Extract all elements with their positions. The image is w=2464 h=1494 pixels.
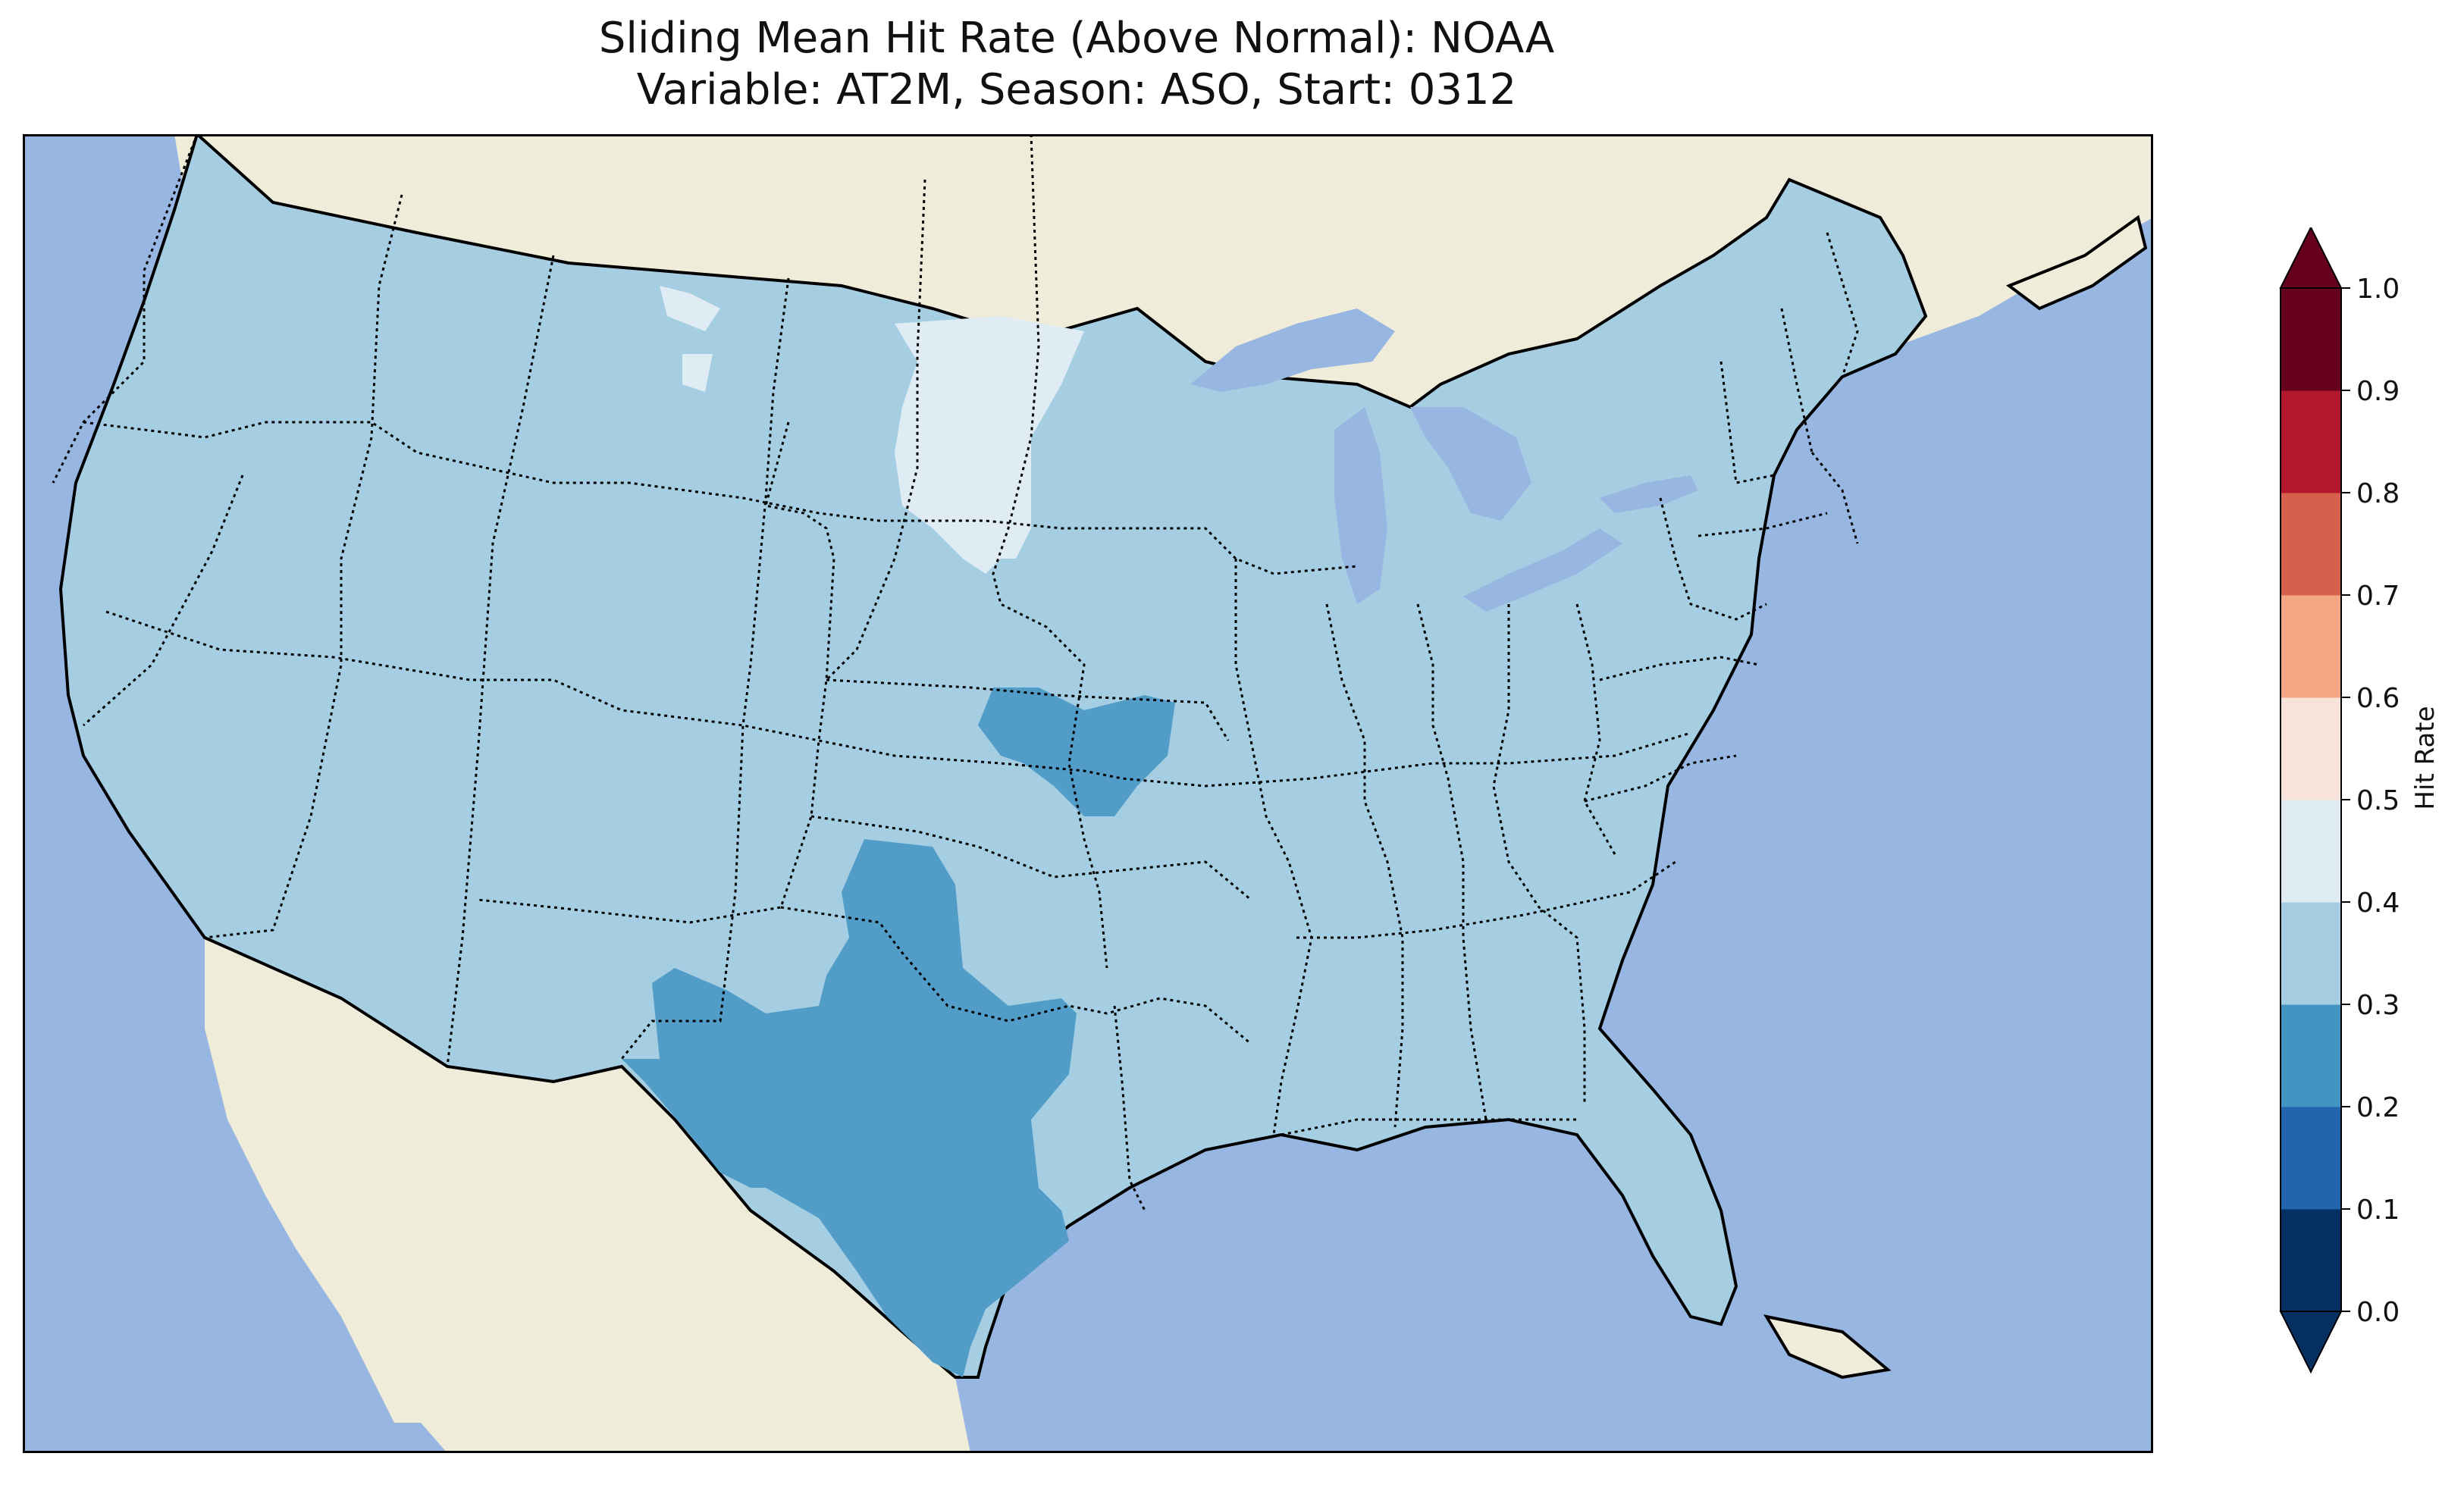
colorbar-tick-label: 0.0 (2356, 1297, 2400, 1328)
lake-michigan (1334, 407, 1387, 604)
colorbar-tick-label: 0.5 (2356, 785, 2400, 816)
hit-rate-region-kansas-missouri (978, 687, 1175, 816)
hit-rate-region-montana-patch-2 (682, 354, 713, 392)
colorbar-ticks: 0.0 0.1 0.2 0.3 0.4 0.5 0.6 0.7 0.8 0.9 1.0 (2341, 274, 2400, 1328)
colorbar-swatch (2281, 800, 2341, 903)
colorbar-swatch (2281, 390, 2341, 493)
mexico-land (205, 938, 970, 1453)
colorbar-tick-label: 0.6 (2356, 683, 2400, 714)
colorbar-tick-label: 0.2 (2356, 1092, 2400, 1123)
colorbar-extend-max (2279, 227, 2343, 289)
baja-peninsula (205, 938, 425, 1423)
colorbar-tick-label: 0.9 (2356, 376, 2400, 407)
map-border (23, 134, 2153, 1453)
lake-erie (1463, 528, 1622, 612)
colorbar-swatch (2281, 902, 2341, 1005)
colorbar-tick-label: 0.1 (2356, 1195, 2400, 1226)
colorbar-swatch (2281, 493, 2341, 596)
colorbar-swatch (2281, 1209, 2341, 1312)
colorbar-swatch (2281, 288, 2341, 391)
colorbar-tick-label: 0.3 (2356, 990, 2400, 1021)
colorbar-swatch (2281, 697, 2341, 800)
colorbar-tick-label: 1.0 (2356, 274, 2400, 305)
colorbar-extend-min (2279, 1311, 2343, 1374)
map-title-line2: Variable: AT2M, Season: ASO, Start: 0312 (636, 65, 1517, 114)
lake-ontario (1600, 475, 1698, 513)
colorbar-swatch (2281, 595, 2341, 698)
colorbar-tick-label: 0.8 (2356, 478, 2400, 509)
lake-superior (1190, 309, 1395, 392)
colorbar-tick-label: 0.4 (2356, 888, 2400, 919)
lake-huron (1410, 407, 1531, 521)
colorbar-swatch (2281, 1107, 2341, 1210)
colorbar-tick-label: 0.7 (2356, 581, 2400, 612)
colorbar-swatch (2281, 1004, 2341, 1107)
map-panel (23, 134, 2153, 1453)
hit-rate-region-montana-patch (660, 286, 720, 331)
map-title-line1: Sliding Mean Hit Rate (Above Normal): NO… (598, 14, 1555, 63)
nova-scotia (2005, 215, 2148, 311)
caribbean-islands (1763, 1314, 1892, 1380)
colorbar-swatches (2279, 227, 2343, 1374)
state-borders (52, 134, 1859, 1211)
colorbar-label: Hit Rate (2410, 706, 2440, 810)
hit-rate-region-texas (622, 839, 1077, 1377)
colorbar: 0.0 0.1 0.2 0.3 0.4 0.5 0.6 0.7 0.8 0.9 1.0 Hit Ra… (2279, 227, 2440, 1374)
